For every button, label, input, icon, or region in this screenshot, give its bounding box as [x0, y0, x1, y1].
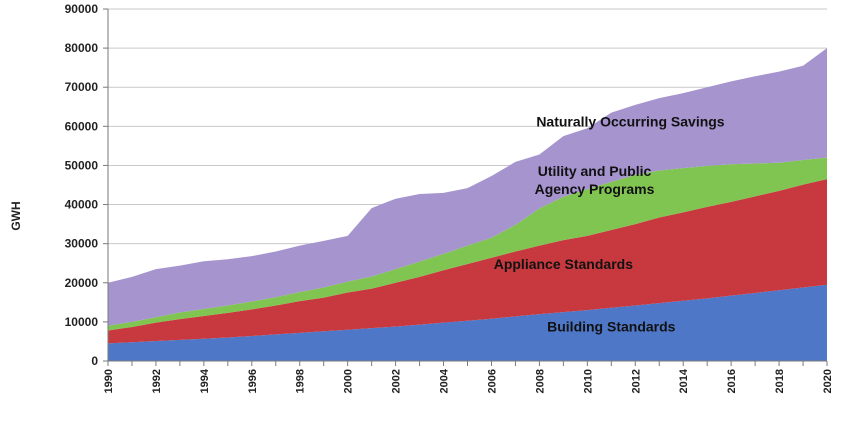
area-labels: Building Standards Appliance Standards Uti…	[494, 113, 725, 334]
x-tick-label-2018: 2018	[774, 369, 786, 393]
x-tick-label-2014: 2014	[678, 368, 690, 393]
x-tick-label-2008: 2008	[534, 369, 546, 393]
area-utility-and-public-agency-programs	[108, 157, 827, 331]
x-tick-label-1998: 1998	[295, 369, 307, 393]
y-tick-label-0: 0	[91, 354, 98, 368]
y-tick-label-7: 70000	[65, 80, 99, 94]
x-tick-label-2006: 2006	[486, 369, 498, 393]
x-tick-labels: 1990 1992 1994 1996 1998 2000 2002 2004 2006 2008…	[103, 368, 834, 393]
label-building-standards: Building Standards	[547, 319, 676, 335]
label-naturally-occurring-savings: Naturally Occurring Savings	[536, 113, 724, 129]
x-tick-label-2010: 2010	[582, 369, 594, 393]
x-tick-label-2016: 2016	[726, 369, 738, 393]
x-tick-label-1992: 1992	[151, 369, 163, 393]
y-tick-label-6: 60000	[65, 119, 99, 133]
label-appliance-standards: Appliance Standards	[494, 256, 633, 272]
x-tick-label-1990: 1990	[103, 369, 115, 393]
x-tick-label-2000: 2000	[343, 369, 355, 393]
y-tick-label-3: 30000	[65, 237, 99, 251]
area-appliance-standards	[108, 179, 827, 344]
area-series-group	[108, 48, 827, 361]
x-tick-label-2012: 2012	[630, 369, 642, 393]
x-tick-label-2002: 2002	[391, 369, 403, 393]
y-tick-label-1: 10000	[65, 315, 99, 329]
x-tick-label-1996: 1996	[247, 369, 259, 393]
area-naturally-occurring-savings	[108, 48, 827, 326]
y-tick-label-9: 90000	[65, 2, 99, 16]
label-utility-and-public-agency-programs: Utility and Public Agency Programs	[535, 163, 655, 197]
axes	[103, 8, 828, 366]
area-building-standards	[108, 284, 827, 361]
y-tick-label-4: 40000	[65, 198, 99, 212]
x-tick-label-2020: 2020	[822, 369, 834, 393]
x-tick-label-1994: 1994	[199, 368, 211, 393]
x-tick-label-2004: 2004	[439, 368, 451, 393]
y-tick-labels: 0 10000 20000 30000 40000 50000 60000 70000 8000…	[65, 2, 99, 368]
y-axis-title: GWH	[9, 201, 23, 230]
y-tick-label-8: 80000	[65, 41, 99, 55]
y-tick-label-5: 50000	[65, 158, 99, 172]
y-tick-label-2: 20000	[65, 276, 99, 290]
